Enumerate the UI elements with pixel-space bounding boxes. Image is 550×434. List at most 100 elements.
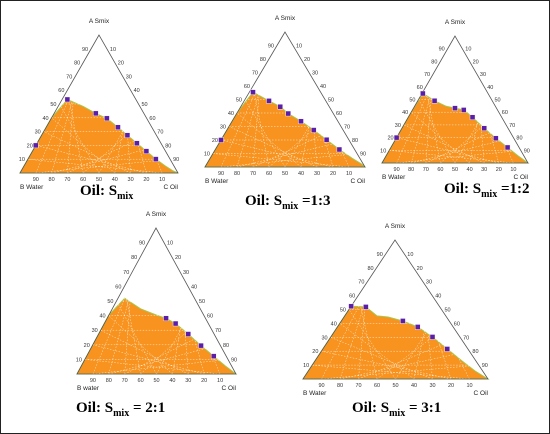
caption-ratio: = 2:1 xyxy=(129,400,166,416)
vertex-label-smix: A Smix xyxy=(445,19,466,26)
tick-label-base: 50 xyxy=(282,171,288,177)
tick-label-base: 50 xyxy=(452,167,458,173)
tick-label-right: 30 xyxy=(312,71,318,77)
tick-label-left: 40 xyxy=(42,116,48,122)
tick-label-base: 80 xyxy=(106,378,112,384)
tick-label-base: 50 xyxy=(153,378,159,384)
grid-line-water xyxy=(108,315,173,375)
ternary-axes xyxy=(19,34,179,174)
grid-line-oil xyxy=(51,145,163,174)
grid-line-water xyxy=(35,145,147,174)
tick-label-right: 60 xyxy=(149,116,155,122)
tick-label-right: 50 xyxy=(445,308,451,314)
tick-label-base: 60 xyxy=(138,378,144,384)
tick-label-left: 60 xyxy=(349,294,355,300)
tick-label-left: 20 xyxy=(387,136,393,142)
tick-label-base: 60 xyxy=(80,177,86,183)
tick-label-left: 60 xyxy=(244,84,250,90)
tick-label-base: 40 xyxy=(467,167,473,173)
tick-label-left: 80 xyxy=(431,59,437,65)
tick-label-left: 50 xyxy=(50,102,56,108)
tick-label-left: 20 xyxy=(312,349,318,355)
caption-lead: Oil: S xyxy=(76,400,114,416)
grid-line-water xyxy=(51,117,115,174)
tick-label-left: 30 xyxy=(395,123,401,129)
tick-label-right: 90 xyxy=(173,157,179,163)
tick-label-right: 80 xyxy=(352,138,358,144)
tick-label-base: 60 xyxy=(437,167,443,173)
tick-label-left: 10 xyxy=(380,148,386,154)
tick-label-right: 80 xyxy=(472,349,478,355)
boundary-marker xyxy=(143,148,150,154)
vertex-label-water: B Water xyxy=(382,174,406,181)
vertex-label-oil: C Oil xyxy=(222,385,237,392)
grid-line-water xyxy=(252,72,262,168)
tick-label-left: 90 xyxy=(82,47,88,53)
grid-line-oil xyxy=(98,103,139,174)
caption-ratio-1-3: Oil: Smix =1:3 xyxy=(245,193,331,212)
tick-label-right: 20 xyxy=(473,59,479,65)
mixture-region xyxy=(76,297,238,375)
tick-label-base: 70 xyxy=(64,177,70,183)
grid-line-oil xyxy=(422,281,433,380)
tick-label-left: 80 xyxy=(367,266,373,272)
tick-label-base: 30 xyxy=(128,177,134,183)
tick-label-right: 80 xyxy=(165,143,171,149)
caption-subscript: mix xyxy=(389,408,406,419)
caption-lead: Oil: S xyxy=(352,400,390,416)
caption-subscript: mix xyxy=(117,191,134,202)
tick-label-left: 60 xyxy=(417,85,423,91)
grid-line-oil xyxy=(284,99,326,168)
tick-label-base: 80 xyxy=(408,167,414,173)
tick-label-base: 70 xyxy=(122,378,128,384)
grid-line-oil xyxy=(114,62,147,174)
tick-label-base: 80 xyxy=(49,177,55,183)
boundary-marker xyxy=(431,98,438,104)
tick-label-base: 20 xyxy=(448,383,454,389)
tick-label-right: 70 xyxy=(157,130,163,136)
grid-line-water xyxy=(67,76,76,174)
boundary-marker xyxy=(64,96,71,103)
tick-label-left: 90 xyxy=(139,241,145,247)
ternary-axes xyxy=(76,227,237,375)
grid-line-water xyxy=(43,131,131,174)
caption-ratio: =1:3 xyxy=(298,193,331,209)
grid-line-oil xyxy=(171,257,205,375)
grid-line-oil xyxy=(395,309,442,380)
boundary-marker xyxy=(250,89,256,95)
grid-line-oil xyxy=(156,300,197,375)
tick-label-right: 20 xyxy=(175,255,181,261)
boundary-marker xyxy=(363,304,369,310)
boundary-marker xyxy=(348,303,354,310)
tick-label-left: 30 xyxy=(35,130,41,136)
grid-line-oil xyxy=(308,72,318,168)
tick-label-right: 50 xyxy=(328,98,334,104)
tick-label-left: 90 xyxy=(439,47,445,53)
grid-line-oil xyxy=(83,117,147,174)
grid-line-water xyxy=(396,137,499,164)
caption-ratio-3-1: Oil: Smix = 3:1 xyxy=(352,400,441,419)
tick-label-right: 50 xyxy=(199,299,205,305)
tick-label-left: 10 xyxy=(76,357,82,363)
grid-line-water xyxy=(418,99,456,164)
tick-label-base: 10 xyxy=(159,177,165,183)
tick-label-right: 70 xyxy=(509,123,515,129)
tick-label-left: 70 xyxy=(358,280,364,286)
tick-label-left: 30 xyxy=(321,335,327,341)
tick-label-right: 40 xyxy=(134,88,140,94)
tick-label-base: 40 xyxy=(112,177,118,183)
grid-line-oil xyxy=(413,295,433,380)
tick-label-left: 40 xyxy=(402,110,408,116)
vertex-label-oil: C Oil xyxy=(514,174,529,181)
boundary-marker xyxy=(163,315,169,321)
boundary-marker xyxy=(172,320,179,327)
tick-label-right: 70 xyxy=(463,335,469,341)
grid-line-water xyxy=(67,90,84,174)
boundary-marker xyxy=(420,90,426,97)
tick-label-right: 60 xyxy=(336,111,342,117)
grid-line-water xyxy=(357,295,378,380)
tick-label-base: 20 xyxy=(143,177,149,183)
tick-label-left: 20 xyxy=(84,343,90,349)
tick-label-left: 80 xyxy=(74,61,80,67)
